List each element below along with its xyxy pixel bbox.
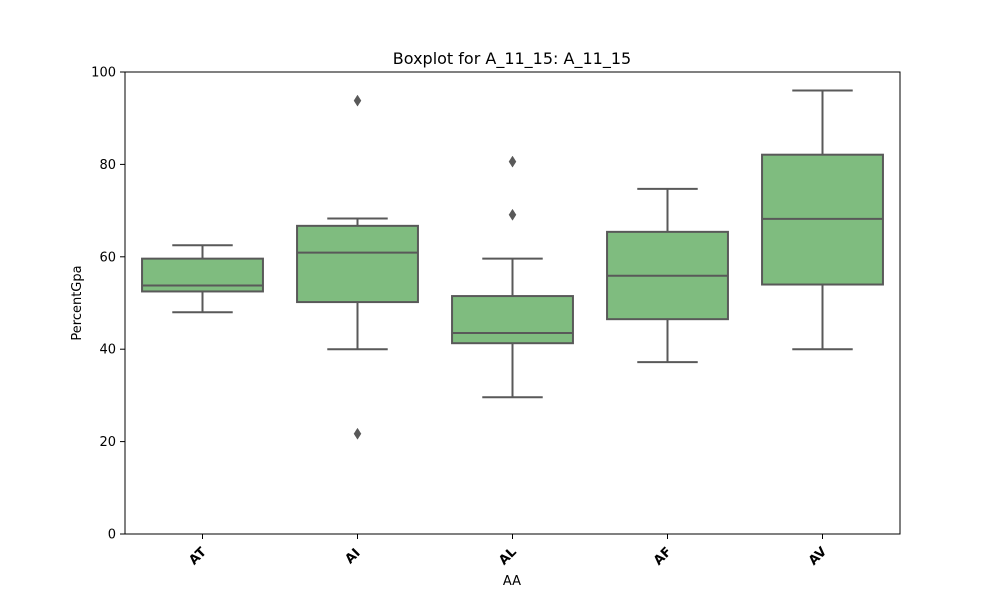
plot-area <box>141 89 884 440</box>
chart-title: Boxplot for A_11_15: A_11_15 <box>393 49 631 69</box>
outlier-point <box>508 155 517 168</box>
box-iqr <box>451 295 574 345</box>
box-iqr <box>141 257 264 293</box>
y-tick-label: 20 <box>99 435 116 450</box>
x-category-label: AL <box>496 545 520 569</box>
x-axis-label: AA <box>503 574 521 589</box>
x-category-label: AI <box>342 546 363 567</box>
y-tick-label: 80 <box>99 158 116 173</box>
outlier-point <box>508 208 517 221</box>
y-tick-label: 60 <box>99 250 116 265</box>
box-group <box>141 244 264 314</box>
box-group <box>296 94 419 440</box>
box-group <box>606 187 729 364</box>
box-group <box>451 155 574 399</box>
x-category-label: AF <box>651 545 675 569</box>
y-axis-label: PercentGpa <box>70 265 85 340</box>
x-category-label: AV <box>806 544 830 568</box>
outlier-point <box>353 94 362 107</box>
x-category-label: AT <box>186 545 209 568</box>
y-tick-label: 100 <box>91 66 116 81</box>
outlier-point <box>353 427 362 440</box>
y-tick-label: 40 <box>99 343 116 358</box>
y-tick-label: 0 <box>108 528 116 543</box>
box-iqr <box>296 224 419 304</box>
box-group <box>761 89 884 351</box>
